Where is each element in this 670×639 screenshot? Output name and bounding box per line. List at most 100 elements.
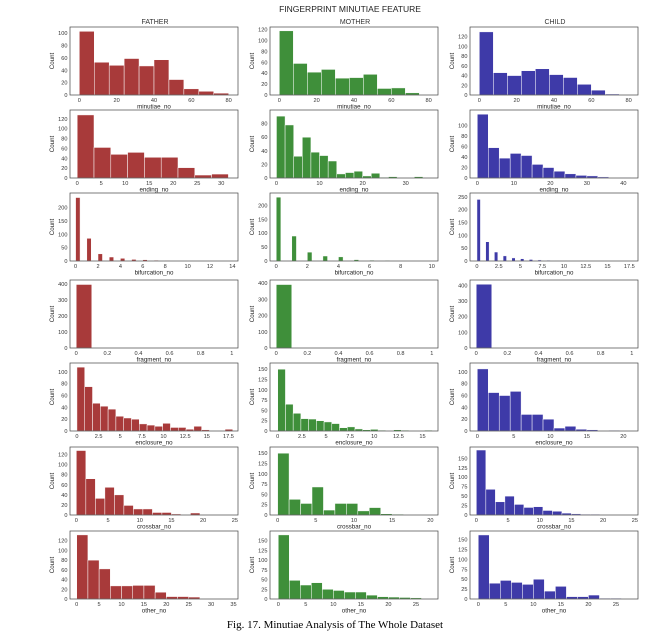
x-tick-label: 15 xyxy=(141,602,147,608)
bar xyxy=(95,498,106,516)
bar xyxy=(278,534,290,600)
x-tick-label: 10 xyxy=(351,518,357,524)
y-tick-label: 80 xyxy=(61,137,67,143)
axes-frame xyxy=(269,109,439,179)
bar xyxy=(144,157,162,179)
bar xyxy=(344,591,356,600)
y-tick-label: 250 xyxy=(458,195,467,201)
bar xyxy=(194,174,212,179)
axes-frame xyxy=(469,362,639,432)
x-tick-label: 0.2 xyxy=(303,351,311,357)
bar xyxy=(123,58,140,96)
y-tick-label: 80 xyxy=(461,382,467,388)
x-tick-label: 10 xyxy=(429,264,435,270)
x-tick-label: 12.5 xyxy=(180,434,191,440)
y-tick-label: 150 xyxy=(258,217,267,223)
bar xyxy=(509,391,522,432)
y-tick-label: 0 xyxy=(264,346,267,352)
y-axis-label: Count xyxy=(49,305,56,322)
y-tick-label: 0 xyxy=(64,346,67,352)
x-tick-label: 0.8 xyxy=(197,351,205,357)
bar xyxy=(275,284,293,349)
y-tick-label: 100 xyxy=(58,548,67,554)
bar xyxy=(591,89,606,96)
bar xyxy=(355,591,367,600)
y-tick-label: 40 xyxy=(61,493,67,499)
x-tick-label: 0.6 xyxy=(366,351,374,357)
y-tick-label: 40 xyxy=(461,155,467,161)
y-tick-label: 150 xyxy=(458,221,467,227)
x-tick-label: 20 xyxy=(314,98,320,104)
x-tick-label: 0 xyxy=(476,434,479,440)
y-tick-label: 80 xyxy=(61,44,67,50)
y-axis-label: Count xyxy=(449,218,456,235)
x-tick-label: 0 xyxy=(275,181,278,187)
x-tick-label: 20 xyxy=(547,181,553,187)
bar xyxy=(198,91,214,96)
panel-child-other_no: 0 5 10 15 20 25 0 25 50 75 100 125 150 other_no Count xyxy=(449,530,639,615)
y-tick-label: 100 xyxy=(458,124,467,130)
bar xyxy=(84,386,93,432)
axes-frame xyxy=(469,26,639,96)
bar xyxy=(377,88,392,96)
bar xyxy=(104,487,115,516)
bar xyxy=(285,403,294,432)
bar xyxy=(500,580,512,600)
bar xyxy=(479,31,494,96)
y-tick-label: 25 xyxy=(261,503,267,509)
bar xyxy=(291,235,297,262)
x-axis-label: ending_no xyxy=(540,187,569,194)
x-tick-label: 4 xyxy=(119,264,122,270)
bar xyxy=(307,251,313,262)
x-tick-label: 40 xyxy=(551,98,557,104)
y-tick-label: 400 xyxy=(58,282,67,288)
panel-mother-crossbar_no: 0 5 10 15 20 0 25 50 75 100 125 150 crossbar_no Count xyxy=(249,446,439,531)
y-tick-label: 120 xyxy=(58,117,67,123)
y-tick-label: 40 xyxy=(461,74,467,80)
x-tick-label: 20 xyxy=(163,602,169,608)
y-tick-label: 75 xyxy=(261,482,267,488)
y-tick-label: 25 xyxy=(261,419,267,425)
bar xyxy=(488,392,500,432)
bar xyxy=(146,424,156,432)
bar xyxy=(531,164,544,179)
x-tick-label: 60 xyxy=(388,98,394,104)
x-tick-label: 20 xyxy=(360,181,366,187)
y-tick-label: 20 xyxy=(461,83,467,89)
y-tick-label: 0 xyxy=(464,346,467,352)
x-tick-label: 5 xyxy=(506,518,509,524)
y-axis-label: Count xyxy=(249,556,256,573)
x-tick-label: 5 xyxy=(504,602,507,608)
x-tick-label: 0.8 xyxy=(597,351,605,357)
bar xyxy=(183,88,200,96)
y-tick-label: 75 xyxy=(461,485,467,491)
bar xyxy=(277,368,286,432)
y-tick-label: 50 xyxy=(261,408,267,414)
bar xyxy=(366,594,378,600)
bar xyxy=(131,418,140,432)
bar xyxy=(276,115,286,179)
x-tick-label: 2.5 xyxy=(298,434,306,440)
x-tick-label: 0 xyxy=(278,98,281,104)
axes-frame xyxy=(69,192,239,262)
x-axis-label: ending_no xyxy=(340,187,369,194)
bar xyxy=(369,507,381,516)
y-tick-label: 400 xyxy=(458,283,467,289)
x-tick-label: 40 xyxy=(151,98,157,104)
x-tick-label: 2.5 xyxy=(495,264,503,270)
bar xyxy=(575,175,588,179)
y-axis-label: Count xyxy=(49,52,56,69)
panel-mother-ending_no: 0 10 20 30 0 20 40 60 80 ending_no Count xyxy=(249,109,439,194)
x-tick-label: 8 xyxy=(399,264,402,270)
y-tick-label: 40 xyxy=(61,156,67,162)
axes-frame xyxy=(69,109,239,179)
axes-frame xyxy=(269,26,439,96)
bar xyxy=(563,77,578,96)
bar xyxy=(107,408,117,432)
bar xyxy=(93,147,112,179)
axes-frame xyxy=(469,530,639,600)
panel-child-crossbar_no: 0 5 10 15 20 25 0 25 50 75 100 125 150 crossbar_no Cou… xyxy=(449,446,639,531)
bar xyxy=(121,585,133,600)
bar xyxy=(316,420,325,432)
